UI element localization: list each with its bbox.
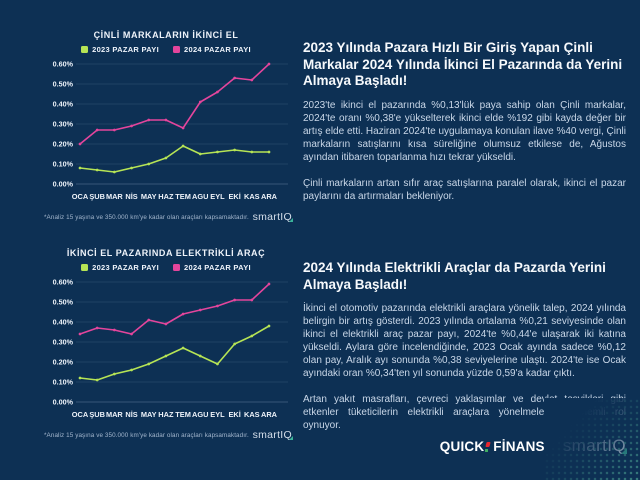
smartiq-q: Q (283, 429, 294, 441)
svg-text:ARA: ARA (261, 410, 278, 419)
legend-item-2023: 2023 PAZAR PAYI (81, 45, 159, 54)
svg-text:MAR: MAR (106, 410, 123, 419)
section-heading: 2024 Yılında Elektrikli Araçlar da Pazar… (303, 260, 606, 292)
svg-text:0.60%: 0.60% (53, 60, 74, 69)
chart-card-electric-vehicles: İKİNCİ EL PAZARINDA ELEKTRİKLİ ARAÇ 2023… (40, 248, 294, 441)
svg-text:ŞUB: ŞUB (89, 192, 105, 201)
chart-footnote-row: *Analiz 15 yaşına ve 350.000 km'ye kadar… (40, 211, 294, 223)
svg-text:0.20%: 0.20% (53, 140, 74, 149)
svg-text:0.10%: 0.10% (53, 160, 74, 169)
legend-swatch-2023 (81, 264, 89, 271)
legend-label-2024: 2024 PAZAR PAYI (184, 45, 251, 54)
legend-swatch-2024 (173, 264, 180, 271)
chart-legend: 2023 PAZAR PAYI 2024 PAZAR PAYI (40, 263, 292, 272)
svg-text:TEM: TEM (175, 410, 191, 419)
smartiq-logo: smartIQ (252, 429, 294, 441)
quickfinans-finans-text: FİNANS (493, 438, 545, 454)
legend-label-2023: 2023 PAZAR PAYI (92, 263, 159, 272)
svg-text:0.40%: 0.40% (53, 100, 74, 109)
svg-text:0.00%: 0.00% (53, 398, 74, 407)
legend-item-2024: 2024 PAZAR PAYI (173, 45, 251, 54)
legend-item-2024: 2024 PAZAR PAYI (173, 263, 251, 272)
svg-text:MAY: MAY (141, 410, 157, 419)
chart-legend: 2023 PAZAR PAYI 2024 PAZAR PAYI (40, 45, 292, 54)
svg-text:EKİ: EKİ (228, 410, 240, 419)
legend-swatch-2024 (173, 46, 180, 53)
section-electric-vehicles: 2024 Yılında Elektrikli Araçlar da Pazar… (303, 260, 626, 445)
svg-text:OCA: OCA (72, 192, 89, 201)
smartiq-text: smartI (252, 211, 284, 223)
line-chart-electric-vehicles: 0.00% 0.10% 0.20% 0.30% 0.40% 0.50% 0.60% OCA ŞU… (53, 278, 288, 419)
svg-text:0.30%: 0.30% (53, 338, 74, 347)
svg-text:EKİ: EKİ (228, 192, 240, 201)
svg-text:MAR: MAR (106, 192, 123, 201)
quickfinans-mark-icon (485, 440, 492, 453)
svg-text:EYL: EYL (210, 192, 225, 201)
section-chinese-brands: 2023 Yılında Pazara Hızlı Bir Giriş Yapa… (303, 40, 626, 216)
svg-text:TEM: TEM (175, 192, 191, 201)
section-paragraph: Artan yakıt masrafları, çevreci yaklaşım… (303, 394, 626, 431)
svg-text:0.50%: 0.50% (53, 80, 74, 89)
svg-text:0.60%: 0.60% (53, 278, 74, 287)
svg-text:AGU: AGU (192, 410, 208, 419)
quickfinans-logo: QUICK FİNANS (440, 439, 545, 454)
section-heading: 2023 Yılında Pazara Hızlı Bir Giriş Yapa… (303, 40, 623, 88)
svg-text:HAZ: HAZ (158, 192, 174, 201)
svg-text:NİS: NİS (125, 192, 137, 201)
svg-text:0.00%: 0.00% (53, 180, 74, 189)
chart-title: İKİNCİ EL PAZARINDA ELEKTRİKLİ ARAÇ (66, 248, 266, 258)
legend-label-2023: 2023 PAZAR PAYI (92, 45, 159, 54)
svg-text:MAY: MAY (141, 192, 157, 201)
svg-text:NİS: NİS (125, 410, 137, 419)
chart-footnote: *Analiz 15 yaşına ve 350.000 km'ye kadar… (44, 213, 249, 221)
chart-footnote-row: *Analiz 15 yaşına ve 350.000 km'ye kadar… (40, 429, 294, 441)
svg-text:KAS: KAS (244, 192, 260, 201)
svg-text:0.10%: 0.10% (53, 378, 74, 387)
smartiq-logo: smartIQ (252, 211, 294, 223)
svg-text:KAS: KAS (244, 410, 260, 419)
smartiq-q: Q (283, 211, 294, 223)
legend-item-2023: 2023 PAZAR PAYI (81, 263, 159, 272)
svg-text:OCA: OCA (72, 410, 89, 419)
svg-text:AGU: AGU (192, 192, 208, 201)
halftone-dots-decoration (544, 398, 640, 480)
quickfinans-quick-text: QUICK (439, 438, 485, 454)
chart-card-chinese-brands: ÇİNLİ MARKALARIN İKİNCİ EL 2023 PAZAR PA… (40, 30, 294, 223)
chart-footnote: *Analiz 15 yaşına ve 350.000 km'ye kadar… (44, 431, 249, 439)
legend-swatch-2023 (81, 46, 89, 53)
legend-label-2024: 2024 PAZAR PAYI (184, 263, 251, 272)
svg-text:ŞUB: ŞUB (89, 410, 105, 419)
svg-text:EYL: EYL (210, 410, 225, 419)
svg-text:0.50%: 0.50% (53, 298, 74, 307)
svg-text:ARA: ARA (261, 192, 278, 201)
section-paragraph: 2023'te ikinci el pazarında %0,13'lük pa… (303, 99, 626, 163)
chart-title: ÇİNLİ MARKALARIN İKİNCİ EL (93, 30, 239, 40)
svg-text:0.20%: 0.20% (53, 358, 74, 367)
svg-text:0.30%: 0.30% (53, 120, 74, 129)
smartiq-text: smartI (252, 429, 284, 441)
line-chart-chinese-brands: 0.00% 0.10% 0.20% 0.30% 0.40% 0.50% 0.60% OCA ŞU… (53, 60, 288, 201)
svg-text:HAZ: HAZ (158, 410, 174, 419)
svg-text:0.40%: 0.40% (53, 318, 74, 327)
section-paragraph: İkinci el otomotiv pazarında elektrikli … (303, 303, 626, 379)
section-paragraph: Çinli markaların artan sıfır araç satışl… (303, 177, 626, 202)
